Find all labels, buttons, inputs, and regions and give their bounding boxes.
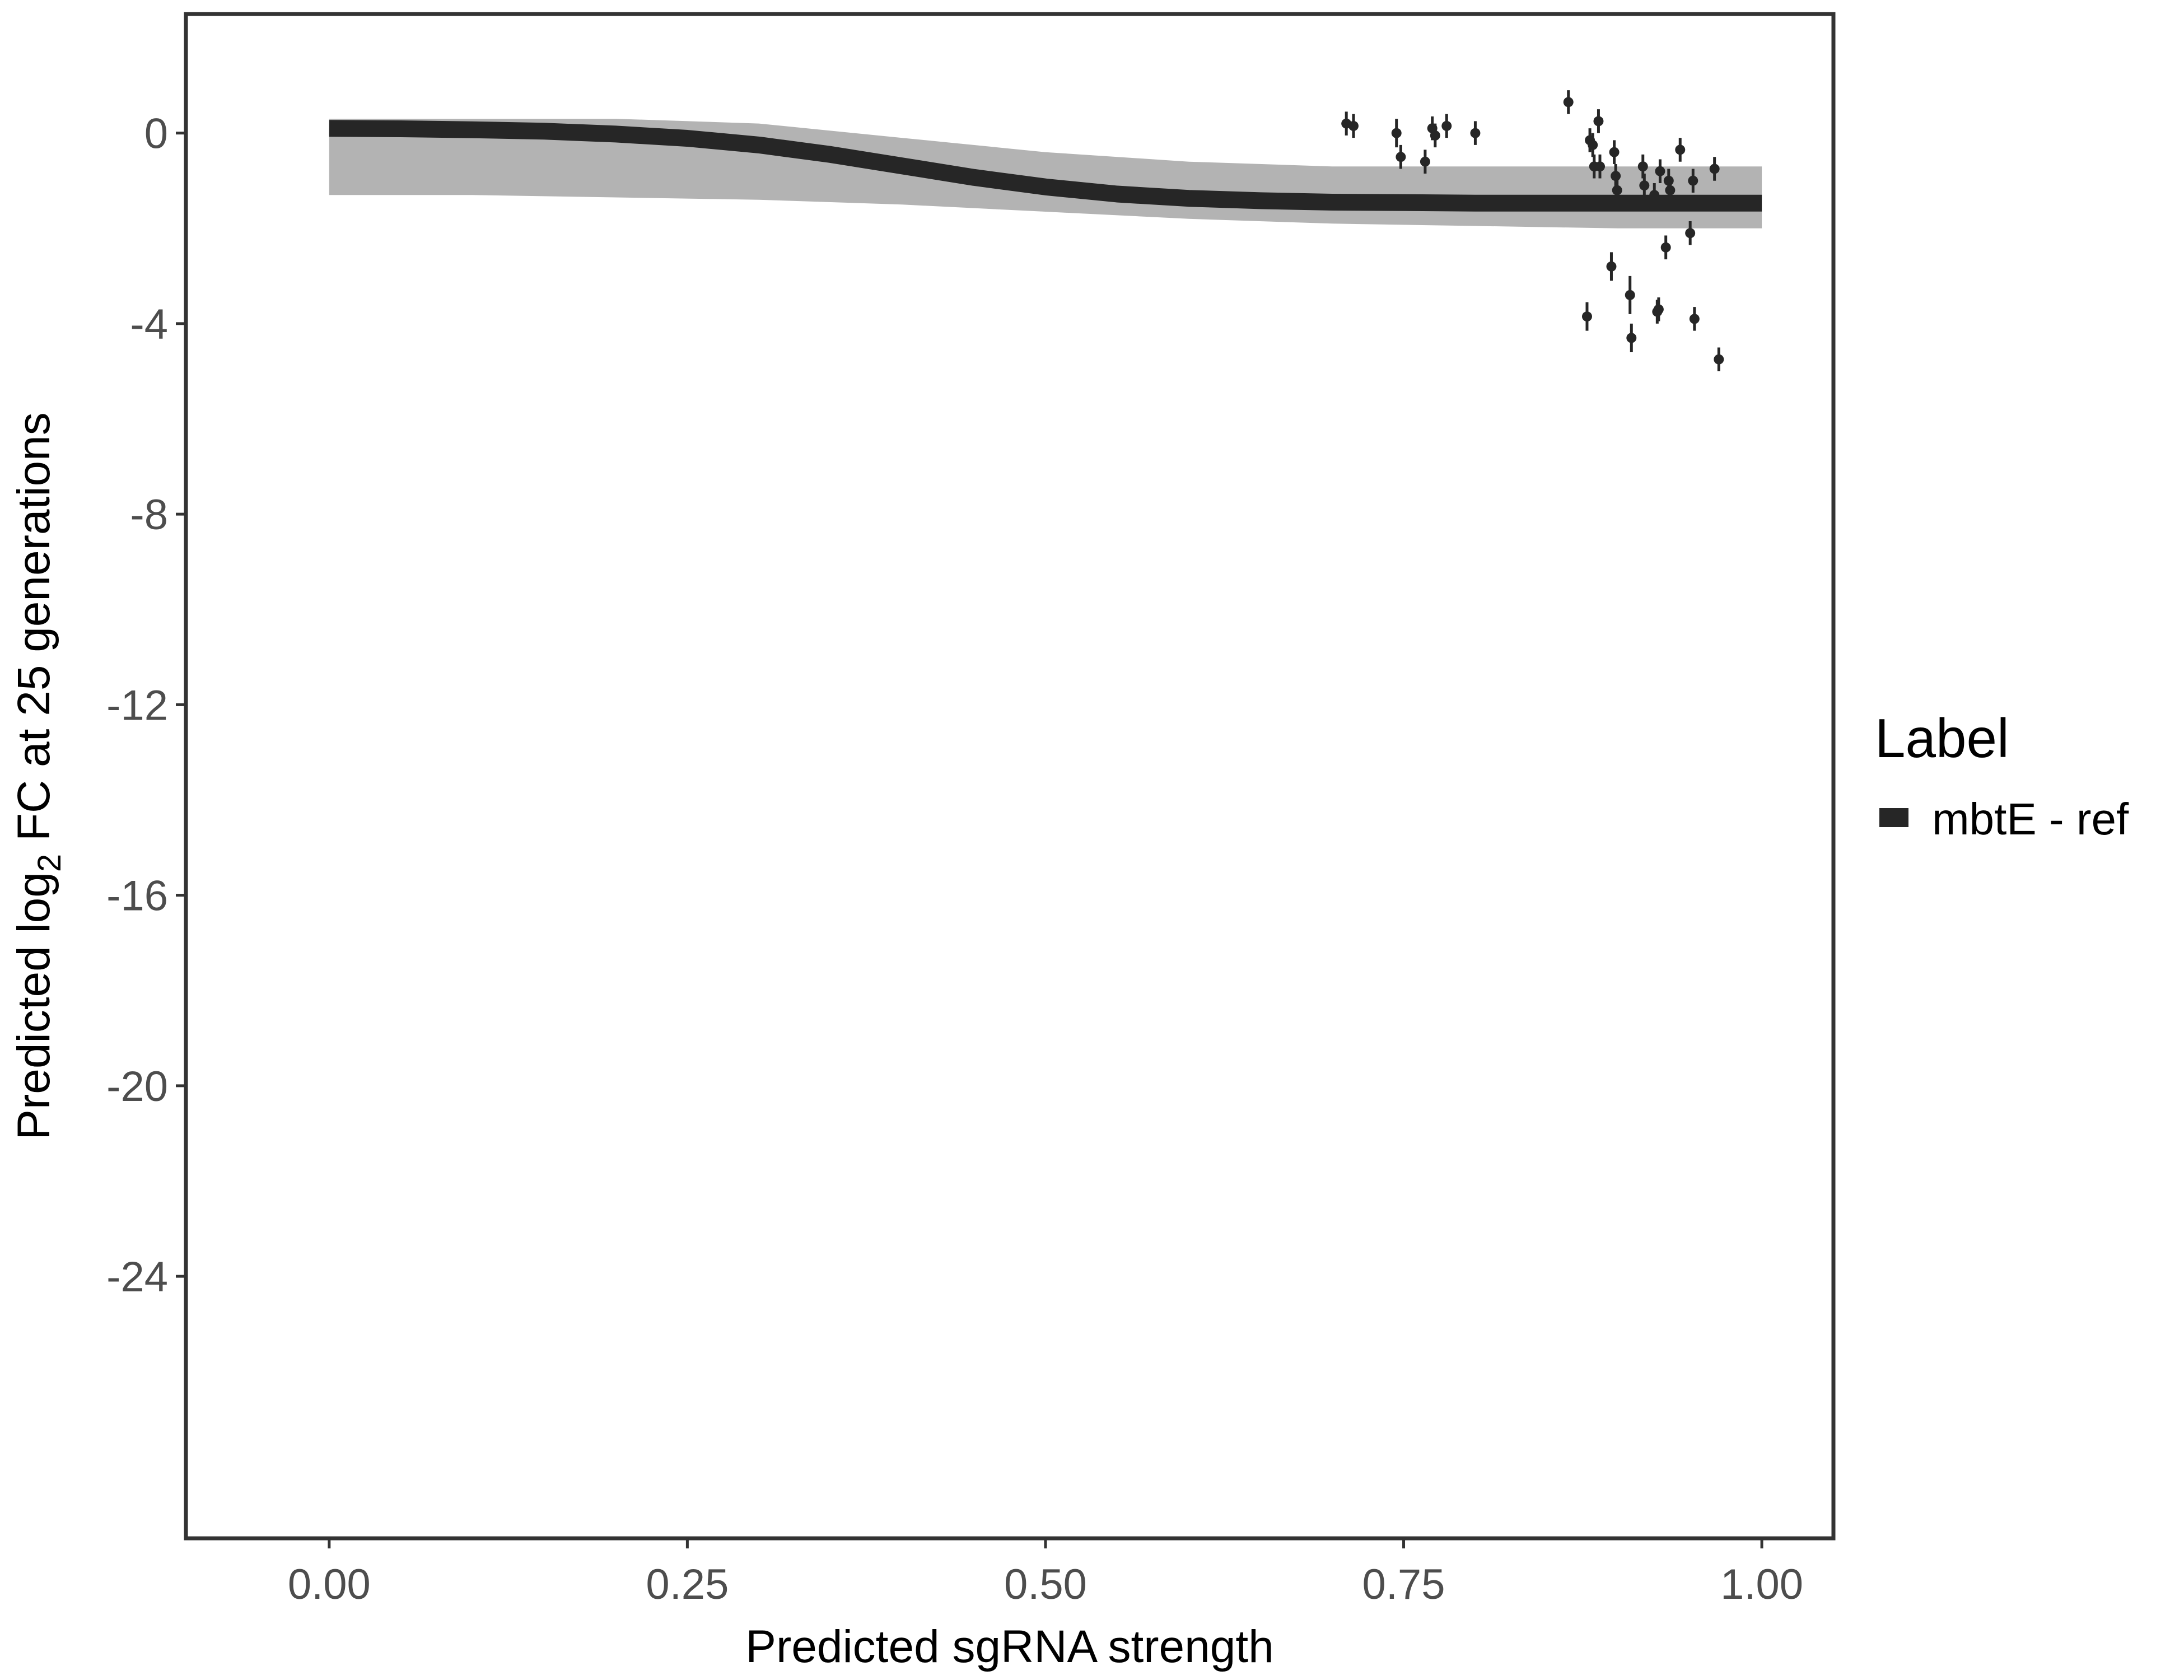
- point-marker: [1348, 120, 1359, 131]
- data-point: [1653, 297, 1664, 321]
- y-tick-label: -12: [106, 682, 168, 729]
- point-marker: [1685, 228, 1696, 239]
- plot-panel: [184, 12, 1836, 1541]
- x-axis-title: Predicted sgRNA strength: [745, 1621, 1273, 1672]
- y-axis: 0 -4 -8 -12 -16 -20 -24: [106, 110, 186, 1301]
- data-point: [1660, 235, 1671, 260]
- data-point: [1655, 159, 1665, 183]
- legend-title: Label: [1875, 707, 2009, 769]
- data-point: [1689, 307, 1700, 331]
- data-point: [1685, 221, 1696, 245]
- data-point: [1420, 150, 1430, 174]
- point-marker: [1649, 190, 1660, 200]
- point-marker: [1688, 175, 1698, 186]
- point-marker: [1653, 304, 1664, 315]
- point-marker: [1470, 128, 1481, 138]
- y-tick-label: -8: [130, 491, 168, 539]
- point-marker: [1675, 144, 1686, 155]
- data-point: [1441, 114, 1452, 138]
- point-marker: [1595, 161, 1606, 172]
- point-marker: [1655, 166, 1665, 176]
- data-point: [1626, 323, 1637, 352]
- legend-label-mbte-ref: mbtE - ref: [1932, 794, 2129, 844]
- point-marker: [1593, 116, 1604, 127]
- data-point: [1581, 302, 1592, 331]
- point-marker: [1626, 333, 1637, 343]
- point-marker: [1709, 164, 1720, 174]
- point-marker: [1396, 152, 1406, 162]
- data-point: [1593, 109, 1604, 133]
- point-marker: [1611, 171, 1621, 181]
- data-point: [1625, 276, 1635, 314]
- data-point: [1391, 119, 1402, 148]
- fit-line-mbte-ref: [329, 120, 1762, 212]
- point-marker: [1663, 175, 1674, 186]
- point-marker: [1391, 128, 1402, 138]
- y-tick-label: -24: [106, 1253, 168, 1301]
- point-marker: [1420, 156, 1430, 167]
- point-marker: [1588, 139, 1598, 150]
- data-point: [1563, 90, 1574, 114]
- x-axis: 0.00 0.25 0.50 0.75 1.00: [288, 1538, 1803, 1608]
- y-tick-label: -16: [106, 872, 168, 920]
- data-point: [1612, 178, 1622, 202]
- x-tick-label: 0.25: [646, 1561, 729, 1608]
- plot-frame: [184, 12, 1836, 1541]
- point-marker: [1609, 147, 1620, 157]
- data-point: [1688, 169, 1698, 193]
- point-marker: [1665, 185, 1676, 195]
- point-marker: [1581, 311, 1592, 322]
- y-axis-title-subscript: 2: [31, 854, 68, 872]
- point-marker: [1606, 261, 1617, 272]
- data-point: [1637, 154, 1648, 179]
- data-point: [1675, 138, 1686, 162]
- point-marker: [1639, 180, 1650, 191]
- point-marker: [1430, 130, 1440, 141]
- point-marker: [1612, 185, 1622, 195]
- y-axis-title-suffix: FC at 25 generations: [8, 412, 59, 854]
- data-point: [1595, 154, 1606, 179]
- data-point: [1639, 173, 1650, 198]
- point-marker: [1660, 242, 1671, 253]
- data-point: [1714, 347, 1724, 371]
- legend-key-mbte-ref: [1879, 808, 1908, 827]
- point-marker: [1637, 161, 1648, 172]
- y-tick-label: -20: [106, 1063, 168, 1110]
- point-marker: [1714, 354, 1724, 365]
- data-point: [1709, 157, 1720, 181]
- point-marker: [1689, 314, 1700, 324]
- legend: Label mbtE - ref: [1875, 707, 2129, 844]
- x-tick-label: 1.00: [1720, 1561, 1803, 1608]
- x-tick-label: 0.50: [1004, 1561, 1087, 1608]
- x-tick-label: 0.00: [288, 1561, 371, 1608]
- data-points: [1341, 90, 1724, 371]
- data-point: [1649, 183, 1660, 207]
- point-marker: [1441, 120, 1452, 131]
- point-marker: [1625, 290, 1635, 300]
- data-point: [1470, 121, 1481, 145]
- data-point: [1606, 252, 1617, 281]
- fit-line-group: [329, 120, 1762, 212]
- data-point: [1588, 133, 1598, 157]
- data-point: [1665, 178, 1676, 202]
- data-point: [1609, 140, 1620, 164]
- y-tick-label: 0: [144, 110, 168, 158]
- point-marker: [1563, 97, 1574, 108]
- y-tick-label: -4: [130, 301, 168, 348]
- data-point: [1430, 123, 1440, 148]
- x-tick-label: 0.75: [1362, 1561, 1445, 1608]
- data-point: [1396, 144, 1406, 169]
- data-point: [1348, 114, 1359, 138]
- y-axis-title-prefix: Predicted log: [8, 872, 59, 1140]
- y-axis-title: Predicted log2 FC at 25 generations: [8, 412, 68, 1140]
